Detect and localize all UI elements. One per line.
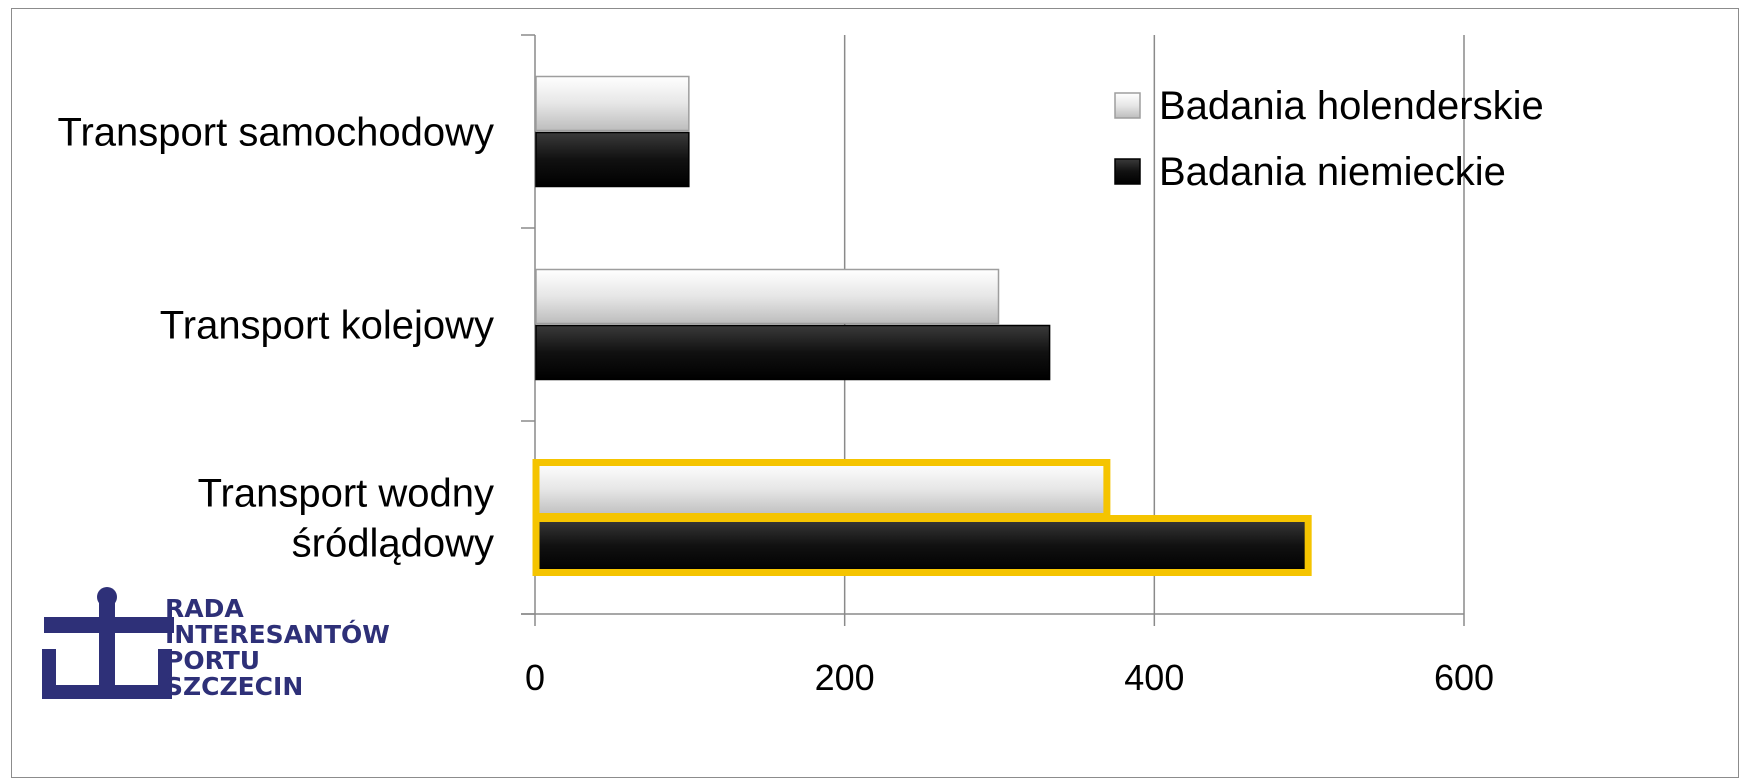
bar-chart: Transport samochodowy Transport kolejowy T… [42, 34, 1544, 701]
bar-holenderskie-1 [535, 268, 1000, 325]
logo-line-2: INTERESANTÓW [165, 619, 390, 649]
x-tick-label: 0 [525, 657, 545, 698]
bar-niemieckie-2 [532, 515, 1312, 576]
logo: RADA INTERESANTÓW PORTU SZCZECIN [42, 587, 390, 701]
category-label: Transport samochodowy [58, 111, 494, 155]
x-tick-label: 600 [1434, 657, 1494, 698]
category-label: Transport kolejowy [160, 304, 494, 348]
category-label: Transport wodny śródlądowy [198, 472, 494, 566]
legend-label: Badania niemieckie [1159, 150, 1506, 194]
bar-holenderskie-0 [535, 75, 690, 132]
legend: Badania holenderskie Badania niemieckie [1114, 84, 1544, 194]
bar-group [532, 75, 1312, 576]
x-tick-labels: 0 200 400 600 [525, 657, 1494, 698]
x-tick-label: 200 [815, 657, 875, 698]
legend-label: Badania holenderskie [1159, 84, 1544, 128]
logo-line-4: SZCZECIN [165, 672, 303, 701]
bar-holenderskie-2 [532, 459, 1111, 520]
logo-line-1: RADA [165, 594, 244, 623]
bar-niemieckie-1 [535, 324, 1051, 381]
chart-frame: Transport samochodowy Transport kolejowy T… [11, 8, 1739, 778]
legend-swatch [1114, 158, 1141, 185]
bar-niemieckie-0 [535, 131, 690, 188]
anchor-icon [42, 587, 174, 699]
x-tick-label: 400 [1124, 657, 1184, 698]
logo-line-3: PORTU [165, 646, 260, 675]
category-labels: Transport samochodowy Transport kolejowy T… [58, 111, 494, 566]
legend-swatch [1114, 92, 1141, 119]
